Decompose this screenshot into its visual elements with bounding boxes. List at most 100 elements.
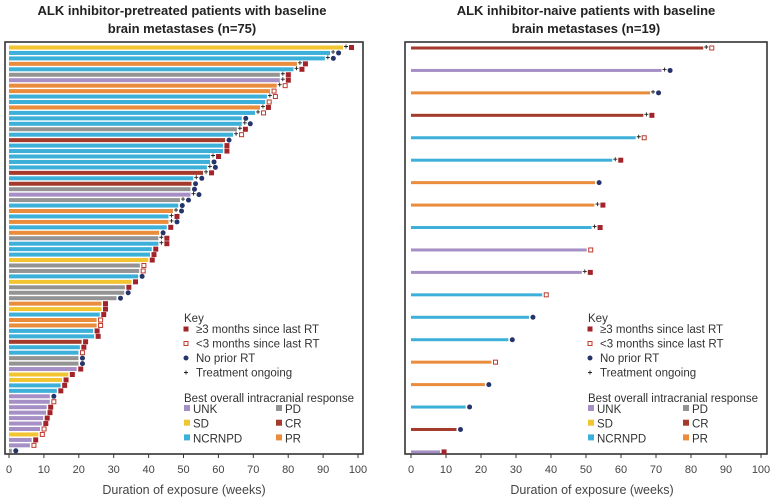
bar-pr <box>411 91 651 95</box>
marker-ge3-months-since-rt <box>302 61 308 67</box>
marker-no-prior-rt <box>13 448 19 454</box>
marker-ge3-months-since-rt <box>587 269 593 275</box>
legend-icon-ge3 <box>587 326 593 332</box>
marker-lt3-months-since-rt <box>98 322 104 328</box>
bar-ncrnpd <box>411 405 466 409</box>
bar-ncrnpd <box>411 136 636 140</box>
x-tick-label: 60 <box>615 464 627 476</box>
marker-no-prior-rt <box>186 197 192 203</box>
marker-no-prior-rt <box>467 404 473 410</box>
x-tick-label: 60 <box>212 464 224 476</box>
legend-label-ge3: ≥3 months since last RT <box>600 324 723 336</box>
bar-ncrnpd <box>411 293 543 297</box>
legend-swatch-ncrnpd <box>588 434 594 441</box>
marker-ge3-months-since-rt <box>348 45 354 50</box>
bar-ncrnpd <box>9 252 150 257</box>
bar-cr <box>9 170 204 175</box>
marker-treatment-ongoing <box>280 71 285 76</box>
marker-treatment-ongoing <box>159 235 164 240</box>
x-tick-label: 0 <box>6 464 12 476</box>
marker-treatment-ongoing <box>636 134 641 139</box>
marker-no-prior-rt <box>656 90 662 96</box>
legend-icon-ongoing <box>588 370 592 375</box>
marker-lt3-months-since-rt <box>98 317 104 323</box>
marker-treatment-ongoing <box>662 67 667 72</box>
marker-treatment-ongoing <box>644 112 649 117</box>
chart-title-line1: ALK inhibitor-naive patients with baseli… <box>457 3 716 18</box>
marker-ge3-months-since-rt <box>43 421 49 427</box>
bar-ncrnpd <box>9 203 179 208</box>
marker-ge3-months-since-rt <box>149 257 155 263</box>
marker-ge3-months-since-rt <box>63 377 69 383</box>
legend-label-ongoing: Treatment ongoing <box>196 368 292 380</box>
marker-no-prior-rt <box>509 337 515 343</box>
bar-pr <box>9 230 160 235</box>
marker-treatment-ongoing <box>704 45 709 49</box>
marker-no-prior-rt <box>330 55 336 61</box>
bar-unk <box>411 450 441 454</box>
chart-title-line1: ALK inhibitor-pretreated patients with b… <box>38 3 327 18</box>
bar-ncrnpd <box>411 226 592 230</box>
marker-no-prior-rt <box>336 50 342 56</box>
marker-lt3-months-since-rt <box>282 83 288 89</box>
marker-ge3-months-since-rt <box>597 225 603 231</box>
bar-unk <box>9 427 41 431</box>
marker-lt3-months-since-rt <box>641 135 647 141</box>
marker-ge3-months-since-rt <box>600 202 606 208</box>
marker-treatment-ongoing <box>194 175 199 180</box>
legend-swatch-cr <box>276 419 282 426</box>
legend-swatch-pr <box>683 434 689 441</box>
pretreated-swimmer-chart: ALK inhibitor-pretreated patients with b… <box>4 3 367 497</box>
marker-ge3-months-since-rt <box>299 66 305 72</box>
marker-lt3-months-since-rt <box>493 359 498 365</box>
legend-key-title: Key <box>184 313 204 325</box>
marker-ge3-months-since-rt <box>95 333 101 339</box>
marker-ge3-months-since-rt <box>265 104 271 110</box>
marker-treatment-ongoing <box>174 208 179 212</box>
bar-ncrnpd <box>411 158 613 162</box>
marker-ge3-months-since-rt <box>618 157 624 163</box>
marker-treatment-ongoing <box>169 213 174 218</box>
legend-swatch-sd <box>588 419 594 426</box>
bar-sd <box>9 258 149 263</box>
marker-ge3-months-since-rt <box>44 415 50 421</box>
bar-pr <box>9 323 97 328</box>
marker-lt3-months-since-rt <box>140 268 146 274</box>
x-axis-label: Duration of exposure (weeks) <box>102 483 265 497</box>
marker-lt3-months-since-rt <box>261 110 267 116</box>
bar-unk <box>9 78 280 83</box>
bar-unk <box>9 192 191 197</box>
marker-treatment-ongoing <box>242 120 247 125</box>
marker-ge3-months-since-rt <box>102 306 108 312</box>
legend-label-pr: PR <box>285 433 301 445</box>
marker-treatment-ongoing <box>169 218 174 223</box>
marker-ge3-months-since-rt <box>94 328 100 334</box>
marker-ge3-months-since-rt <box>47 410 53 416</box>
x-tick-label: 0 <box>408 464 414 476</box>
bar-pd <box>9 72 280 77</box>
marker-treatment-ongoing <box>237 126 242 131</box>
marker-treatment-ongoing <box>260 104 265 109</box>
bar-cr <box>411 46 704 50</box>
bar-sd <box>9 279 132 284</box>
legend-label-sd: SD <box>597 419 613 431</box>
legend-swatch-pd <box>683 405 689 411</box>
x-tick-label: 90 <box>720 464 732 476</box>
bar-sd <box>9 377 63 382</box>
marker-no-prior-rt <box>226 137 232 143</box>
bar-pd <box>9 290 125 295</box>
marker-ge3-months-since-rt <box>224 143 230 149</box>
legend-label-pd: PD <box>285 404 301 416</box>
marker-ge3-months-since-rt <box>48 404 54 410</box>
marker-no-prior-rt <box>79 361 85 367</box>
marker-ge3-months-since-rt <box>126 284 132 290</box>
marker-ge3-months-since-rt <box>216 154 222 159</box>
marker-no-prior-rt <box>191 186 197 192</box>
bar-pr <box>411 383 485 387</box>
bar-unk <box>411 68 662 72</box>
bar-unk <box>411 270 582 274</box>
marker-lt3-months-since-rt <box>239 132 245 138</box>
bar-unk <box>9 367 77 372</box>
bar-ncrnpd <box>9 328 94 333</box>
x-tick-label: 50 <box>580 464 592 476</box>
